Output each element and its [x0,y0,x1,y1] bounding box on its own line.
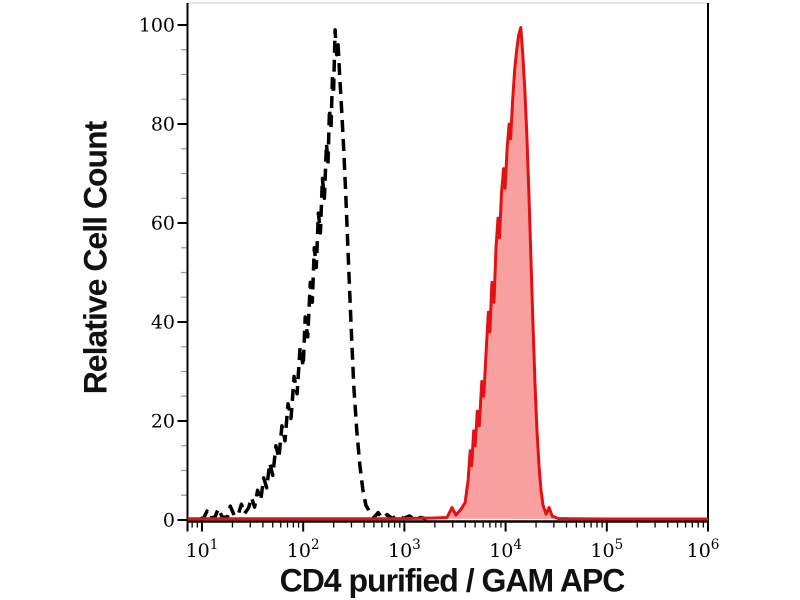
y-tick-label: 100 [139,15,175,37]
y-axis-label: Relative Cell Count [77,121,114,395]
y-axis-tick-labels: 0 20 40 60 80 100 [139,15,175,532]
y-axis-ticks [177,24,187,521]
y-tick-label: 40 [151,312,175,334]
plot-frame [186,2,709,523]
x-tick-label: 104 [489,537,522,562]
y-tick-label: 80 [151,114,175,136]
x-tick-label: 103 [388,537,421,562]
negative-control-curve [199,28,428,521]
x-axis-tick-labels: 101 102 103 104 105 106 [186,537,720,562]
positive-sample-curve [187,26,708,521]
x-tick-label: 102 [287,537,320,562]
y-tick-label: 60 [151,213,175,235]
x-tick-label: 106 [687,537,720,562]
x-axis-label: CD4 purified / GAM APC [279,562,626,599]
x-tick-label: 101 [186,537,219,562]
y-tick-label: 0 [163,510,175,532]
x-axis-ticks [186,522,709,532]
x-tick-label: 105 [590,537,623,562]
y-tick-label: 20 [151,411,175,433]
